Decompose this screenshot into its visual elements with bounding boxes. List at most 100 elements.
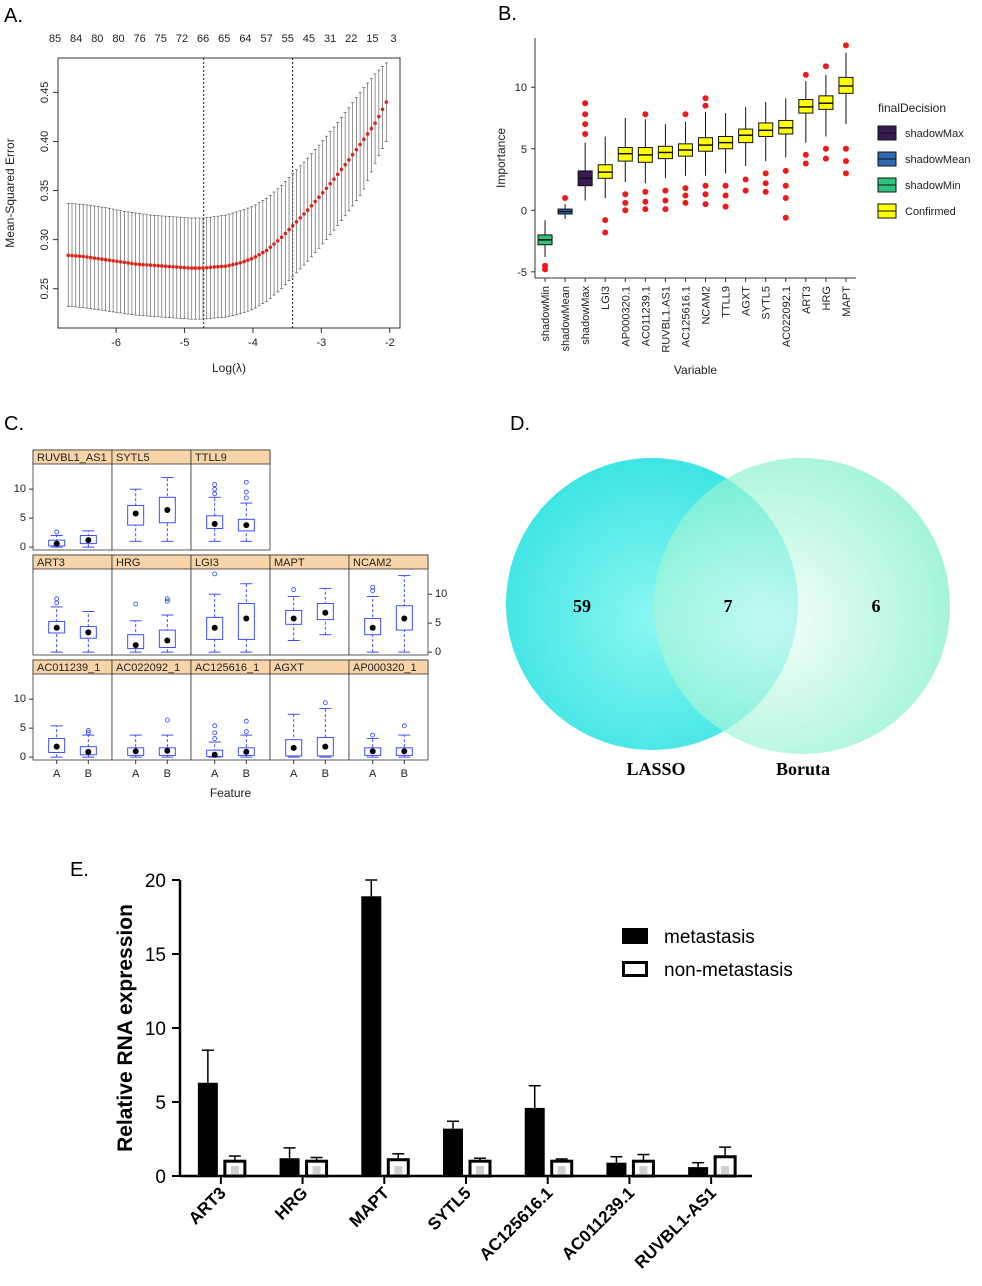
mse-point — [115, 259, 119, 264]
mse-point — [70, 253, 74, 258]
bar-non-metastasis-marker — [312, 1166, 321, 1174]
outlier — [642, 188, 649, 195]
mse-point — [373, 121, 377, 126]
y-tick-label: 10 — [515, 82, 527, 94]
facet-title: MAPT — [274, 557, 305, 569]
x-tick-label: AC022092.1 — [781, 286, 793, 347]
mse-point — [77, 254, 82, 258]
x-tick-label: shadowMax — [580, 286, 592, 345]
median-dot — [132, 642, 139, 649]
x-tick-label: B — [243, 768, 250, 780]
facet-title: LGI3 — [195, 557, 219, 569]
mse-point — [122, 260, 127, 265]
top-axis-label: 31 — [324, 33, 336, 45]
bar-metastasis — [443, 1128, 463, 1176]
facet-strip — [190, 449, 271, 465]
median-dot — [322, 743, 329, 750]
y-tick-label: 10 — [14, 693, 26, 705]
facet-panel — [269, 659, 350, 761]
x-tick-label: TTLL9 — [721, 286, 733, 318]
outlier — [762, 180, 769, 187]
top-axis-label: 65 — [218, 33, 230, 45]
mse-point — [107, 258, 112, 263]
median-dot — [85, 629, 92, 636]
legend-label: non-metastasis — [664, 960, 793, 981]
median-dot — [164, 747, 171, 754]
facet-title: NCAM2 — [353, 557, 392, 569]
bar-metastasis — [524, 1107, 545, 1176]
x-tick-label: B — [164, 768, 171, 780]
panel-label-e: E. — [70, 859, 89, 881]
mse-point — [156, 263, 160, 268]
mse-point — [283, 231, 288, 236]
plot-frame — [57, 57, 401, 329]
outlier — [782, 182, 789, 189]
x-tick-label: ART3 — [185, 1183, 230, 1228]
y-tick-label: 5 — [20, 722, 26, 734]
mse-point — [137, 262, 142, 267]
outlier — [602, 217, 609, 224]
x-tick-label: MAPT — [346, 1183, 394, 1231]
facet-strip — [348, 554, 429, 570]
chart-b-boruta-importance: -5 0 5 10 Importance Variable shadowMin shadowM… — [494, 38, 970, 377]
mse-point — [362, 137, 366, 142]
facet-panel — [190, 659, 271, 761]
mse-point — [328, 181, 332, 186]
mse-point — [272, 242, 276, 246]
outlier — [582, 111, 589, 118]
mse-point — [257, 252, 261, 257]
venn-label-boruta: Boruta — [776, 759, 830, 779]
venn-count-intersection: 7 — [724, 596, 733, 616]
top-axis-label: 15 — [366, 33, 378, 45]
legend-label: Confirmed — [905, 206, 956, 218]
outlier — [722, 182, 729, 189]
bar-metastasis — [197, 1082, 218, 1176]
mse-point — [103, 257, 108, 262]
x-tick-label: -3 — [316, 337, 326, 349]
panel-label-a: A. — [4, 5, 23, 27]
x-tick-label: A — [369, 768, 377, 780]
mse-point — [335, 172, 340, 177]
mse-point — [365, 132, 370, 136]
mse-point — [276, 239, 280, 243]
outlier — [802, 151, 809, 158]
mse-point — [118, 260, 123, 264]
x-tick-label: AC011239.1 — [558, 1183, 638, 1263]
bar-metastasis — [606, 1162, 627, 1176]
mse-point — [305, 208, 310, 212]
x-tick-label: AC125616.1 — [680, 286, 692, 347]
top-axis-label: 85 — [49, 33, 61, 45]
median-dot — [211, 751, 218, 758]
mse-point — [96, 256, 100, 261]
legend-label: shadowMean — [905, 154, 970, 166]
outlier — [762, 188, 769, 195]
chart-c-feature-boxplots: RUVBL1_AS1 SYTL5 TTLL9 0 5 10 ART3 HRG LGI3 MAPT N… — [14, 449, 447, 800]
mse-point — [384, 100, 389, 104]
bar-metastasis — [688, 1167, 709, 1176]
x-tick-label: AGXT — [741, 286, 753, 316]
outlier — [662, 206, 669, 213]
outlier — [54, 596, 60, 602]
facet-title: HRG — [116, 557, 140, 569]
outlier — [212, 482, 218, 487]
x-tick-label: -6 — [111, 337, 121, 349]
x-tick-label: A — [290, 768, 298, 780]
mse-point — [186, 266, 190, 270]
outlier — [682, 192, 689, 199]
outlier — [622, 207, 629, 214]
outlier — [822, 145, 829, 152]
mse-point — [298, 216, 303, 220]
outlier — [582, 131, 589, 137]
x-tick-label: B — [401, 768, 408, 780]
y-tick-label: 0.40 — [39, 131, 51, 152]
outlier — [291, 587, 297, 592]
outlier — [212, 730, 218, 736]
legend-title: finalDecision — [878, 101, 946, 115]
facet-title: AGXT — [274, 662, 304, 674]
x-axis-title: Variable — [674, 363, 717, 377]
y-tick-label: 0.25 — [39, 278, 51, 299]
top-axis-label: 80 — [112, 33, 124, 45]
mse-point — [167, 264, 172, 269]
bar-non-metastasis-marker — [721, 1166, 730, 1174]
outlier — [370, 588, 376, 594]
